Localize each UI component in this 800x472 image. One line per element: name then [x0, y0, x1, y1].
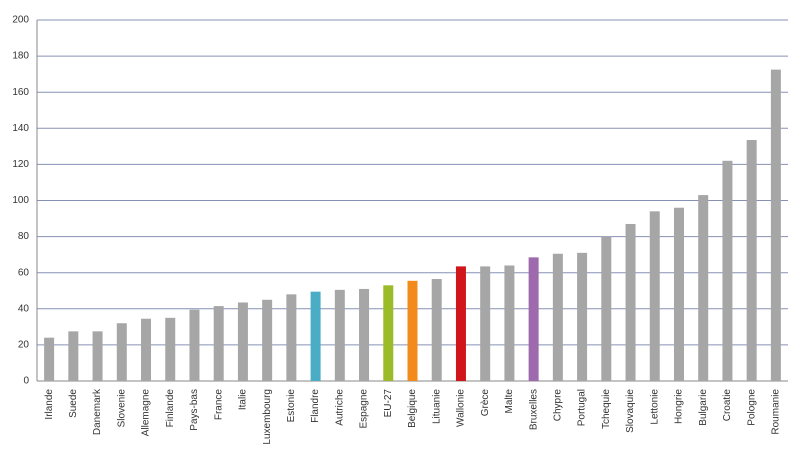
x-tick-label: Roumanie — [771, 389, 782, 435]
x-tick-label: Bruxelles — [528, 389, 539, 430]
x-tick-label: Lituanie — [431, 389, 442, 424]
y-tick-label: 200 — [12, 15, 29, 26]
x-tick-label: Slovenie — [116, 389, 127, 428]
y-tick-label: 60 — [18, 267, 30, 278]
x-tick-label: Wallonie — [456, 389, 467, 427]
bar — [92, 331, 103, 381]
x-tick-label: EU-27 — [383, 389, 394, 418]
x-tick-label: Espagne — [359, 389, 370, 429]
bar — [116, 323, 127, 381]
y-tick-label: 160 — [12, 87, 29, 98]
y-tick-label: 80 — [18, 231, 30, 242]
bar — [262, 299, 273, 381]
y-tick-label: 120 — [12, 159, 29, 170]
x-tick-label: Suede — [68, 389, 79, 418]
bar — [165, 317, 176, 381]
x-tick-label: Slovaquie — [625, 389, 636, 433]
bar — [407, 280, 418, 381]
x-tick-label: France — [213, 389, 224, 421]
bar — [286, 294, 297, 381]
x-tick-label: Finlande — [165, 389, 176, 428]
bar — [237, 302, 248, 381]
y-tick-label: 180 — [12, 51, 29, 62]
bar — [528, 257, 539, 381]
bar — [649, 211, 660, 381]
x-tick-label: Estonie — [286, 389, 297, 423]
bar — [431, 279, 442, 381]
x-tick-label: Tchequie — [601, 389, 612, 429]
bar — [552, 253, 563, 381]
x-tick-label: Pologne — [746, 389, 757, 426]
x-tick-label: Pays-bas — [189, 389, 200, 431]
bar — [141, 318, 152, 381]
bar — [455, 266, 466, 381]
bar — [334, 289, 345, 381]
y-tick-label: 140 — [12, 123, 29, 134]
bar — [480, 266, 491, 381]
bar — [359, 288, 370, 381]
x-tick-label: Italie — [238, 389, 249, 411]
x-tick-label: Croatie — [722, 389, 733, 422]
bar — [601, 236, 612, 381]
x-tick-label: Malte — [504, 389, 515, 414]
bar — [213, 306, 224, 381]
bar — [722, 160, 733, 381]
bar — [673, 207, 684, 381]
bar — [504, 265, 515, 381]
x-tick-label: Irlande — [44, 389, 55, 420]
bar — [68, 331, 79, 381]
x-tick-label: Bulgarie — [698, 389, 709, 426]
bar — [310, 291, 321, 381]
x-tick-label: Danemark — [92, 388, 103, 435]
bar — [746, 140, 757, 381]
bar — [44, 337, 55, 381]
x-tick-label: Belgique — [407, 389, 418, 428]
bar — [770, 69, 781, 381]
x-tick-label: Flandre — [310, 389, 321, 423]
bar — [577, 252, 588, 381]
x-tick-label: Grèce — [480, 389, 491, 417]
y-tick-label: 40 — [18, 303, 30, 314]
bar — [698, 195, 709, 381]
x-tick-label: Luxembourg — [262, 389, 273, 445]
y-tick-label: 100 — [12, 195, 29, 206]
x-tick-label: Lettonie — [649, 389, 660, 425]
bar — [189, 309, 200, 381]
x-tick-label: Autriche — [334, 389, 345, 426]
y-tick-label: 20 — [18, 340, 30, 351]
x-tick-label: Allemagne — [141, 389, 152, 437]
x-tick-label: Hongrie — [674, 389, 685, 424]
bar — [383, 285, 394, 381]
x-tick-label: Portugal — [577, 389, 588, 426]
y-tick-label: 0 — [23, 376, 29, 387]
x-tick-label: Chypre — [552, 389, 563, 422]
bar — [625, 223, 636, 381]
